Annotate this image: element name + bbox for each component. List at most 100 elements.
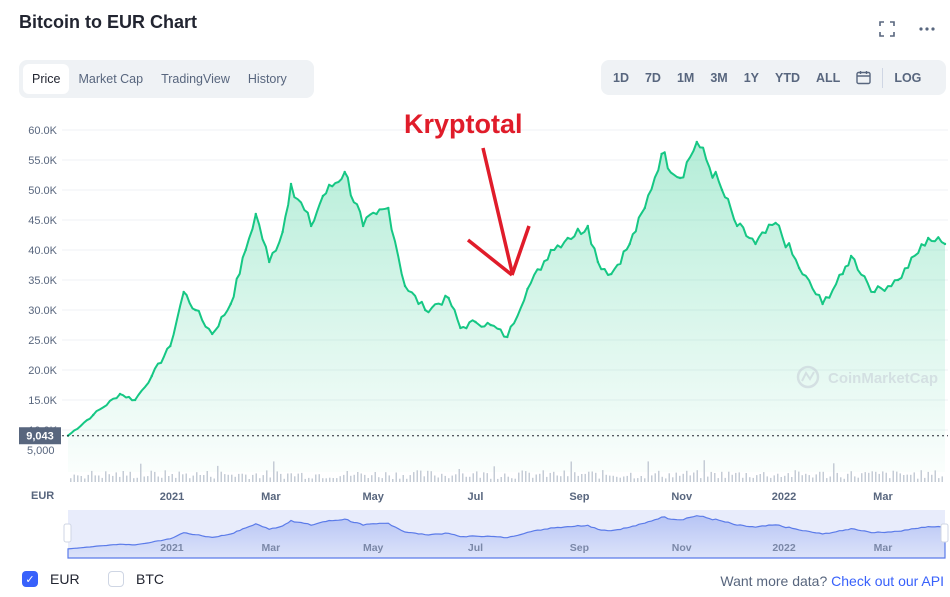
range-7d[interactable]: 7D bbox=[644, 70, 661, 85]
volume-bar bbox=[756, 475, 758, 482]
volume-bar bbox=[227, 474, 229, 482]
volume-bar bbox=[696, 470, 698, 482]
price-point bbox=[506, 335, 509, 339]
volume-bar bbox=[409, 475, 411, 482]
volume-bar bbox=[304, 478, 306, 482]
y-tick-label: 55.0K bbox=[28, 155, 57, 167]
price-chart[interactable]: 60.0K 55.0K 50.0K 45.0K 40.0K 35.0K 30.0K 25.0K… bbox=[0, 100, 950, 565]
range-1m[interactable]: 1M bbox=[676, 70, 695, 85]
volume-bar bbox=[371, 475, 373, 482]
range-all[interactable]: ALL bbox=[816, 70, 841, 85]
volume-bar bbox=[815, 474, 817, 482]
y-tick-label: 60.0K bbox=[28, 125, 57, 137]
volume-bar bbox=[399, 478, 401, 482]
navigator[interactable]: 2021 Mar May Jul Sep Nov 2022 Mar bbox=[63, 510, 949, 559]
volume-bar bbox=[332, 478, 334, 482]
range-3m[interactable]: 3M bbox=[710, 70, 728, 85]
price-point bbox=[281, 230, 284, 234]
tab-market-cap[interactable]: Market Cap bbox=[78, 72, 144, 86]
volume-bar bbox=[738, 472, 740, 482]
volume-bar bbox=[836, 472, 838, 482]
volume-bar bbox=[630, 472, 632, 482]
navigator-right-handle[interactable] bbox=[940, 523, 949, 543]
price-point bbox=[628, 242, 631, 246]
volume-bar bbox=[115, 472, 117, 482]
btc-toggle[interactable]: BTC bbox=[108, 571, 164, 587]
volume-bar bbox=[364, 474, 366, 482]
price-point bbox=[268, 260, 271, 264]
volume-bar bbox=[497, 478, 499, 482]
log-toggle[interactable]: LOG bbox=[894, 70, 922, 85]
volume-bar bbox=[861, 473, 863, 482]
chart-tabs: Price Market Cap TradingView History bbox=[19, 60, 314, 98]
eur-toggle[interactable]: ✓ EUR bbox=[22, 571, 80, 587]
volume-bar bbox=[210, 476, 212, 482]
volume-bar bbox=[441, 473, 443, 482]
volume-bar bbox=[192, 475, 194, 482]
volume-bar bbox=[934, 470, 936, 482]
range-1d[interactable]: 1D bbox=[613, 70, 629, 85]
volume-bar bbox=[714, 473, 716, 482]
volume-bar bbox=[164, 470, 166, 482]
price-point bbox=[361, 224, 365, 228]
volume-bar bbox=[126, 475, 128, 482]
calendar-icon[interactable] bbox=[848, 64, 879, 91]
price-point bbox=[229, 302, 232, 306]
volume-bar bbox=[423, 476, 425, 482]
volume-bar bbox=[913, 472, 915, 482]
volume-bar bbox=[182, 474, 184, 482]
volume-bar bbox=[329, 477, 331, 482]
volume-bar bbox=[262, 475, 264, 482]
volume-bar bbox=[920, 470, 922, 482]
volume-bar bbox=[546, 476, 548, 482]
range-1y[interactable]: 1Y bbox=[743, 70, 760, 85]
volume-bar bbox=[196, 472, 198, 482]
volume-bar bbox=[70, 478, 72, 482]
price-point bbox=[182, 290, 185, 294]
navigator-left-handle[interactable] bbox=[63, 523, 72, 543]
volume-bar bbox=[598, 478, 600, 482]
y-tick-label: 15.0K bbox=[28, 395, 57, 407]
volume-bar bbox=[770, 477, 772, 482]
price-point bbox=[244, 248, 247, 252]
volume-bar bbox=[588, 471, 590, 482]
volume-bar bbox=[843, 478, 845, 482]
tab-tradingview[interactable]: TradingView bbox=[161, 72, 230, 86]
price-line bbox=[67, 141, 946, 437]
btc-checkbox[interactable] bbox=[108, 571, 124, 587]
volume-bar bbox=[462, 473, 464, 482]
x-axis: 2021 Mar May Jul Sep Nov 2022 Mar bbox=[160, 491, 894, 503]
more-icon[interactable] bbox=[916, 18, 938, 40]
volume-bar bbox=[567, 476, 569, 482]
volume-bar bbox=[357, 472, 359, 482]
volume-bar bbox=[469, 476, 471, 482]
volume-bar bbox=[556, 475, 558, 482]
price-point bbox=[586, 224, 589, 228]
price-point bbox=[678, 176, 682, 180]
navigator-tick-label: 2022 bbox=[772, 542, 796, 554]
volume-bar bbox=[301, 472, 303, 482]
volume-bar bbox=[108, 474, 110, 482]
eur-checkbox[interactable]: ✓ bbox=[22, 571, 38, 587]
price-point bbox=[927, 236, 930, 240]
volume-bar bbox=[794, 470, 796, 482]
x-tick-label: 2022 bbox=[772, 491, 796, 503]
price-point bbox=[375, 212, 378, 216]
tab-history[interactable]: History bbox=[247, 72, 287, 86]
volume-bar bbox=[812, 477, 814, 482]
api-link[interactable]: Check out our API bbox=[831, 573, 944, 589]
volume-bar bbox=[140, 463, 142, 482]
volume-bar bbox=[266, 470, 268, 482]
volume-tick: 5,000 bbox=[27, 445, 55, 457]
volume-bar bbox=[122, 471, 124, 482]
tab-price[interactable]: Price bbox=[23, 64, 70, 94]
volume-bar bbox=[493, 466, 495, 482]
volume-bar bbox=[752, 477, 754, 482]
volume-bar bbox=[581, 474, 583, 482]
volume-bar bbox=[903, 475, 905, 482]
range-ytd[interactable]: YTD bbox=[775, 70, 801, 85]
volume-bar bbox=[847, 473, 849, 482]
expand-icon[interactable] bbox=[876, 18, 898, 40]
volume-bar bbox=[77, 475, 79, 482]
price-point bbox=[754, 242, 757, 246]
